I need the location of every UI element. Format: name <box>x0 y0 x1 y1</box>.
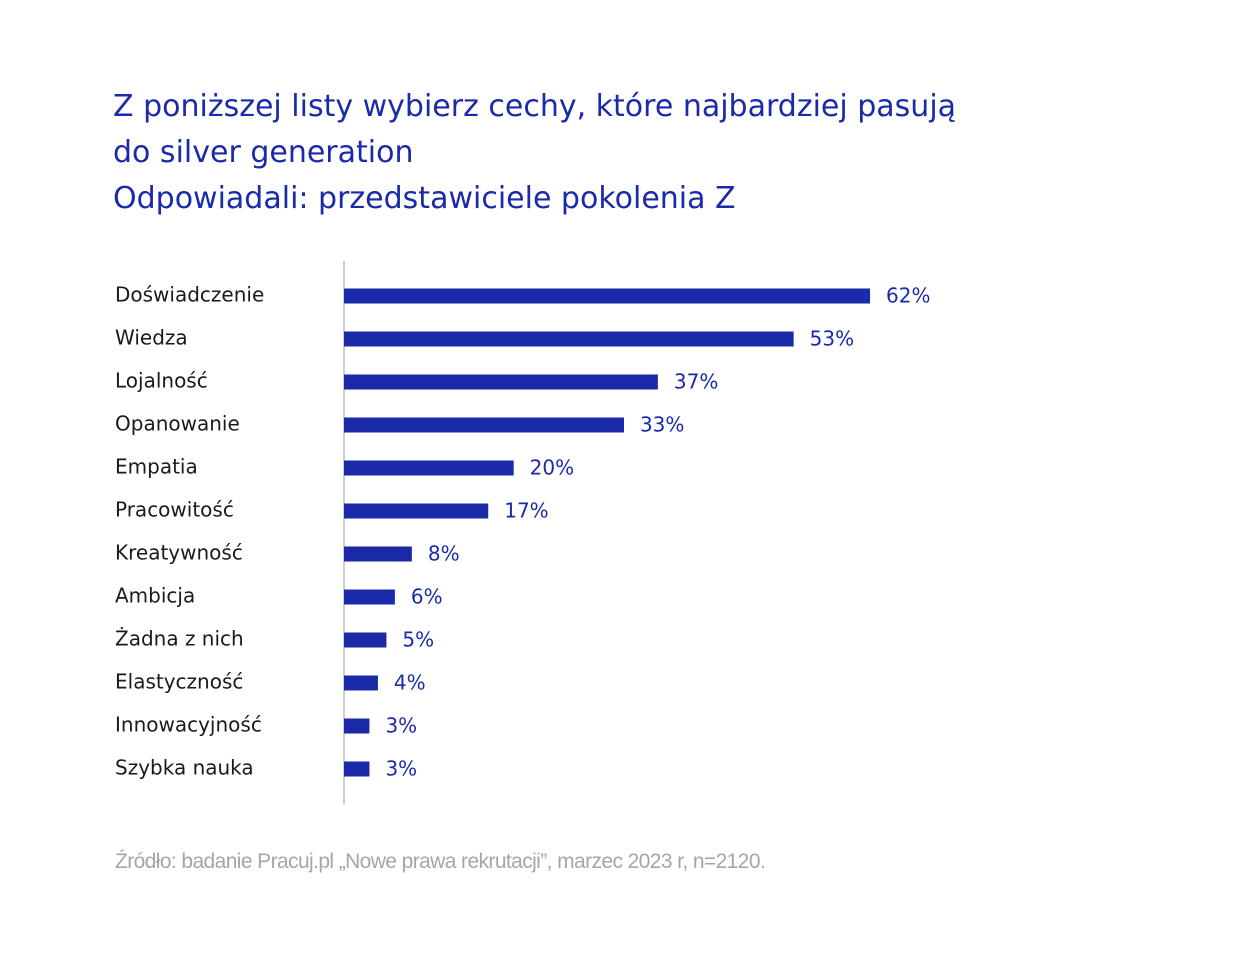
bar <box>344 589 395 605</box>
value-label: 3% <box>385 757 417 781</box>
category-label: Żadna z nich <box>115 627 244 651</box>
category-label: Wiedza <box>115 326 188 350</box>
category-label: Pracowitość <box>115 498 234 522</box>
chart-title-line-1: Z poniższej listy wybierz cechy, które n… <box>113 89 957 124</box>
value-label: 20% <box>530 456 574 480</box>
bar <box>344 718 370 734</box>
bar <box>344 546 412 562</box>
bar <box>344 675 378 691</box>
value-label: 6% <box>411 585 443 609</box>
source-note: Źródło: badanie Pracuj.pl „Nowe prawa re… <box>115 850 766 873</box>
bar <box>344 761 370 777</box>
bar <box>344 503 489 519</box>
chart-subtitle: Odpowiadali: przedstawiciele pokolenia Z <box>113 181 736 216</box>
bar <box>344 288 870 304</box>
value-label: 3% <box>385 714 417 738</box>
category-label: Opanowanie <box>115 412 240 436</box>
value-label: 62% <box>886 284 930 308</box>
category-label: Kreatywność <box>115 541 243 565</box>
value-label: 33% <box>640 413 684 437</box>
value-label: 5% <box>402 628 434 652</box>
chart-title-line-2: do silver generation <box>113 135 414 170</box>
category-label: Szybka nauka <box>115 756 254 780</box>
value-label: 8% <box>428 542 460 566</box>
category-label: Elastyczność <box>115 670 243 694</box>
value-label: 53% <box>810 327 854 351</box>
category-label: Doświadczenie <box>115 283 264 307</box>
value-label: 17% <box>504 499 548 523</box>
category-label: Ambicja <box>115 584 195 608</box>
category-label: Empatia <box>115 455 198 479</box>
category-label: Innowacyjność <box>115 713 262 737</box>
bar <box>344 632 387 648</box>
bar <box>344 417 624 433</box>
category-label: Lojalność <box>115 369 208 393</box>
value-label: 37% <box>674 370 718 394</box>
bar <box>344 374 658 390</box>
bar <box>344 460 514 476</box>
value-label: 4% <box>394 671 426 695</box>
bar <box>344 331 794 347</box>
chart-title: Z poniższej listy wybierz cechy, które n… <box>113 84 956 222</box>
